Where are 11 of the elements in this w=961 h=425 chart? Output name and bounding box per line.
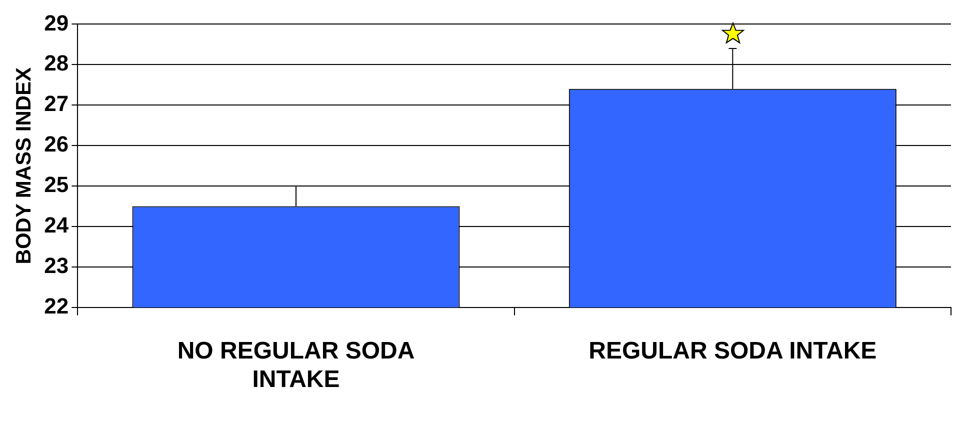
x-tick-label: REGULAR SODA INTAKE: [588, 337, 877, 364]
y-tick-label: 23: [44, 253, 69, 278]
y-tick-label: 26: [44, 132, 69, 157]
y-axis-title: BODY MASS INDEX: [12, 67, 36, 264]
y-tick-label: 29: [44, 10, 69, 36]
y-tick-label: 27: [44, 91, 69, 116]
y-tick-label: 25: [44, 172, 69, 198]
x-tick-label: NO REGULAR SODA INTAKE: [177, 337, 415, 394]
y-tick-label: 24: [44, 212, 70, 238]
y-tick-label: 28: [44, 50, 69, 76]
y-tick-label: 22: [44, 293, 69, 318]
